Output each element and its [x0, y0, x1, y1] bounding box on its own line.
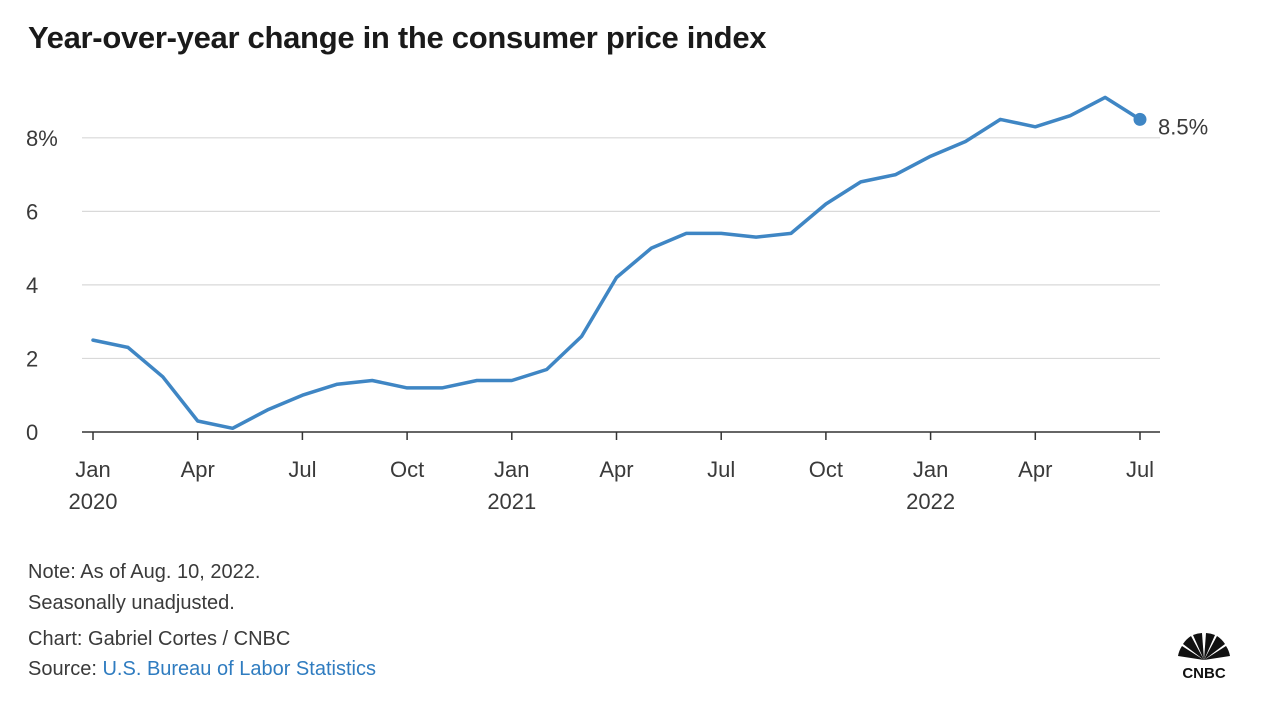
- x-tick-label: Apr: [599, 457, 633, 482]
- chart-credit: Chart: Gabriel Cortes / CNBC: [28, 628, 291, 650]
- x-tick-label: Jul: [1126, 457, 1154, 482]
- peacock-icon: [1178, 633, 1230, 660]
- x-tick-year-label: 2020: [69, 489, 118, 514]
- x-tick-label: Apr: [181, 457, 215, 482]
- x-axis-labels: Jan 2020 Apr Jul Oct Jan 2021 Apr Jul Oct Jan 2022 A…: [69, 457, 1155, 514]
- chart-source: Source: U.S. Bureau of Labor Statistics: [28, 658, 376, 681]
- source-link[interactable]: U.S. Bureau of Labor Statistics: [102, 658, 376, 680]
- x-tick-label: Oct: [390, 457, 424, 482]
- x-tick-label: Jul: [707, 457, 735, 482]
- latest-value-point: [1133, 112, 1147, 126]
- cpi-series-line: [91, 95, 1142, 431]
- x-tick-label: Apr: [1018, 457, 1052, 482]
- source-label: Source:: [28, 658, 103, 680]
- cnbc-logo: CNBC: [1178, 633, 1230, 682]
- y-axis: 0 2 4 6 8%: [26, 126, 58, 445]
- x-axis: [82, 431, 1160, 440]
- y-tick-label: 2: [26, 346, 38, 371]
- y-tick-label: 8%: [26, 126, 58, 151]
- cnbc-wordmark: CNBC: [1182, 665, 1225, 682]
- gridlines: [82, 137, 1160, 360]
- chart-note: Note: As of Aug. 10, 2022.: [28, 561, 261, 583]
- y-tick-label: 4: [26, 273, 38, 298]
- chart-title: Year-over-year change in the consumer pr…: [28, 20, 767, 55]
- latest-value-label: 8.5%: [1158, 114, 1208, 139]
- x-tick-label: Jan: [913, 457, 948, 482]
- x-tick-label: Jan: [494, 457, 529, 482]
- x-tick-year-label: 2021: [487, 489, 536, 514]
- y-tick-label: 0: [26, 420, 38, 445]
- x-tick-label: Jul: [288, 457, 316, 482]
- chart-note-seasonal: Seasonally unadjusted.: [28, 592, 235, 614]
- x-tick-year-label: 2022: [906, 489, 955, 514]
- x-tick-label: Oct: [809, 457, 843, 482]
- x-tick-label: Jan: [75, 457, 110, 482]
- cpi-series: 8.5%: [91, 95, 1208, 431]
- y-tick-label: 6: [26, 199, 38, 224]
